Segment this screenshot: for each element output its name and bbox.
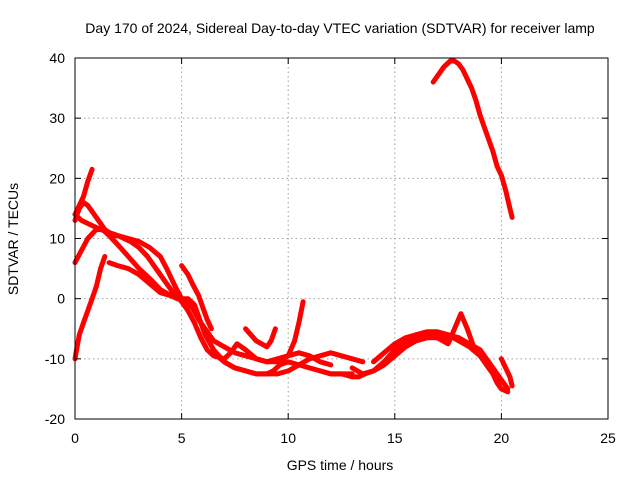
y-tick-label: -20 bbox=[45, 411, 65, 427]
axes: 0 5 10 15 20 25 -20 -10 0 10 20 30 40 bbox=[45, 50, 616, 446]
series-line-track-15 bbox=[430, 58, 515, 220]
chart-title: Day 170 of 2024, Sidereal Day-to-day VTE… bbox=[85, 20, 595, 36]
y-tick-label: -10 bbox=[45, 351, 65, 367]
y-tick-label: 0 bbox=[57, 291, 65, 307]
y-tick-label: 10 bbox=[49, 231, 65, 247]
y-axis-label: SDTVAR / TECUs bbox=[5, 183, 21, 295]
series-line-track-13 bbox=[403, 311, 502, 386]
x-tick-label: 0 bbox=[71, 430, 79, 446]
y-tick-label: 40 bbox=[49, 50, 65, 66]
plot-area bbox=[72, 58, 515, 395]
series-line-track-5 bbox=[72, 254, 108, 362]
y-tick-label: 30 bbox=[49, 110, 65, 126]
x-tick-label: 5 bbox=[178, 430, 186, 446]
x-axis-label: GPS time / hours bbox=[287, 457, 394, 473]
series-line-track-9 bbox=[243, 326, 278, 350]
x-tick-label: 25 bbox=[600, 430, 616, 446]
x-tick-label: 10 bbox=[280, 430, 296, 446]
series-line-track-7 bbox=[179, 263, 214, 332]
grid bbox=[75, 58, 608, 419]
x-tick-label: 15 bbox=[387, 430, 403, 446]
x-tick-label: 20 bbox=[494, 430, 510, 446]
series-line-track-14 bbox=[498, 356, 515, 389]
series-line-track-3 bbox=[72, 227, 366, 377]
y-tick-label: 20 bbox=[49, 170, 65, 186]
series-line-track-6 bbox=[106, 260, 185, 302]
